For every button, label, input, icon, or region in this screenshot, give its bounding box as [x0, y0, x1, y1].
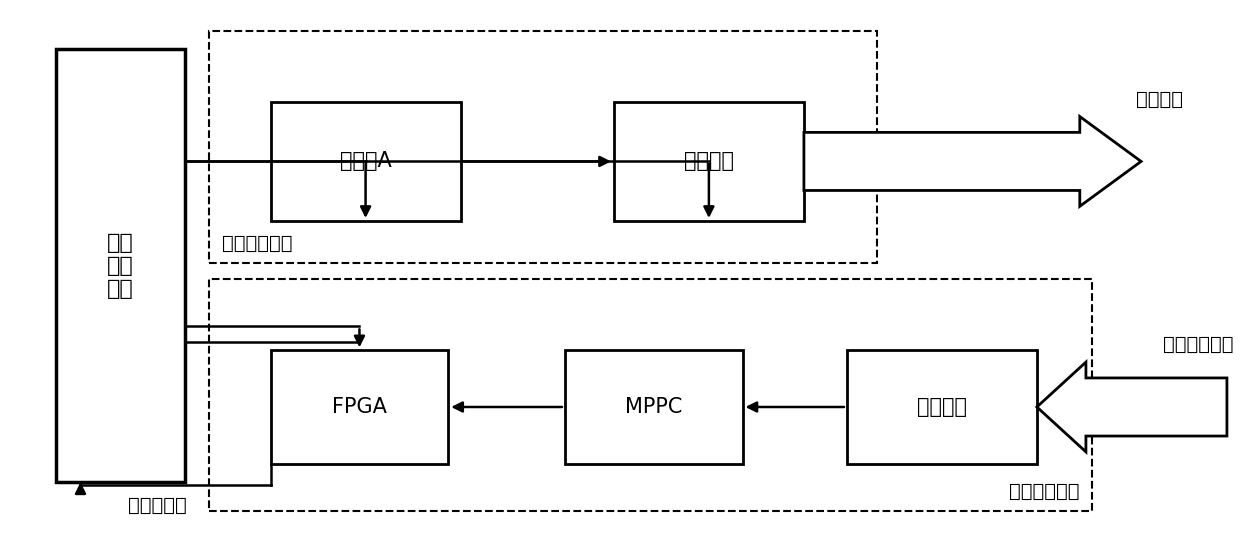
Text: 激光器A: 激光器A	[340, 151, 392, 171]
Bar	[210, 279, 1092, 511]
Text: 接收光路: 接收光路	[916, 397, 967, 417]
Bar	[614, 102, 804, 221]
Polygon shape	[1037, 362, 1226, 452]
Bar	[847, 350, 1037, 464]
Bar	[270, 102, 460, 221]
Bar	[56, 49, 185, 482]
Bar	[210, 31, 878, 263]
Text: 回波接收系统: 回波接收系统	[1009, 482, 1080, 501]
Polygon shape	[804, 117, 1141, 207]
Text: MPPC: MPPC	[625, 397, 682, 417]
Text: 出射激光: 出射激光	[1136, 89, 1183, 108]
Text: FPGA: FPGA	[332, 397, 387, 417]
Bar	[565, 350, 743, 464]
Text: 激光发射系统: 激光发射系统	[222, 234, 291, 253]
Bar	[270, 350, 449, 464]
Text: 中央
处理
单元: 中央 处理 单元	[107, 233, 134, 299]
Text: 含目标信息: 含目标信息	[128, 495, 186, 514]
Text: 目标回波激光: 目标回波激光	[1163, 335, 1233, 354]
Text: 发射光路: 发射光路	[684, 151, 734, 171]
